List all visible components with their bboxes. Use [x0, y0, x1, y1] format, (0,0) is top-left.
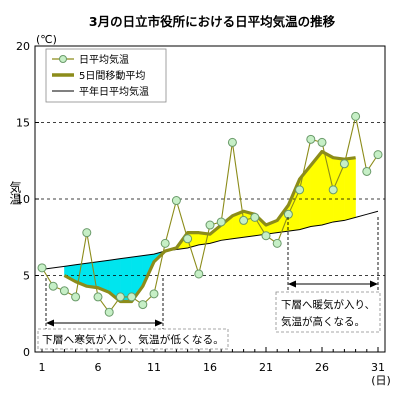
warm-arrowhead-left — [288, 280, 296, 288]
daily-point — [37, 263, 47, 273]
warm-annotation-box — [275, 291, 381, 333]
daily-point — [227, 137, 237, 147]
legend: 日平均気温 5日間移動平均 平年日平均気温 — [45, 48, 167, 103]
cold-arrowhead-left — [46, 319, 54, 327]
y-tick-label: 10 — [16, 193, 30, 206]
legend-label-moving-average: 5日間移動平均 — [79, 69, 145, 82]
daily-point — [171, 196, 181, 206]
annotation-cold: 下層へ寒気が入り、気温が低くなる。 — [37, 278, 229, 350]
daily-point — [295, 185, 305, 195]
daily-point — [160, 238, 170, 248]
daily-point — [93, 292, 103, 302]
daily-point — [216, 217, 226, 227]
x-tick-label: 6 — [95, 361, 102, 374]
x-unit-label: (日) — [371, 374, 391, 387]
daily-point — [194, 269, 204, 279]
legend-label-daily: 日平均気温 — [79, 53, 129, 66]
series-line-normal — [41, 210, 379, 270]
daily-point — [138, 300, 148, 310]
x-tick-label: 11 — [147, 361, 161, 374]
cold-arrowhead-right — [155, 319, 163, 327]
daily-point — [362, 166, 372, 176]
daily-point — [272, 238, 282, 248]
y-tick-label: 15 — [16, 117, 30, 130]
grid-layer — [35, 122, 385, 276]
cold-annotation-text: 下層へ寒気が入り、気温が低くなる。 — [42, 333, 224, 346]
daily-point — [149, 289, 159, 299]
daily-point — [328, 185, 338, 195]
daily-point — [339, 159, 349, 169]
y-tick-label: 20 — [16, 40, 30, 53]
x-tick-label: 16 — [203, 361, 217, 374]
cold-annotation-box — [37, 328, 229, 350]
daily-point — [59, 286, 69, 296]
daily-point — [239, 215, 249, 225]
x-tick-label: 26 — [315, 361, 329, 374]
daily-point — [127, 292, 137, 302]
chart-title: 3月の日立市役所における日平均気温の推移 — [89, 14, 336, 29]
warm-annotation-line-2: 気温が高くなる。 — [281, 315, 365, 328]
daily-point — [373, 150, 383, 160]
daily-point — [205, 220, 215, 230]
legend-marker-daily — [59, 55, 67, 63]
x-tick-label: 31 — [371, 361, 385, 374]
daily-point — [250, 212, 260, 222]
annotation-warm: 下層へ暖気が入り、 気温が高くなる。 — [275, 217, 381, 333]
daily-point — [48, 281, 58, 291]
warm-annotation-line-1: 下層へ暖気が入り、 — [281, 298, 375, 311]
daily-point — [351, 111, 361, 121]
y-tick-label: 5 — [23, 270, 30, 283]
marker-layer — [37, 111, 383, 317]
daily-point — [71, 292, 81, 302]
daily-point — [183, 234, 193, 244]
x-tick-label: 1 — [39, 361, 46, 374]
y-unit-label: (℃) — [36, 33, 57, 46]
x-tick-label: 21 — [259, 361, 273, 374]
daily-point — [115, 292, 125, 302]
legend-label-normal: 平年日平均気温 — [79, 85, 149, 98]
y-axis-label: 気温 — [8, 180, 22, 205]
y-tick-label: 0 — [23, 346, 30, 359]
daily-point — [261, 231, 271, 241]
series-line-moving-average — [63, 149, 356, 304]
warm-arrowhead-right — [370, 280, 378, 288]
daily-point — [104, 307, 114, 317]
daily-point — [82, 228, 92, 238]
daily-point — [317, 137, 327, 147]
daily-point — [306, 134, 316, 144]
